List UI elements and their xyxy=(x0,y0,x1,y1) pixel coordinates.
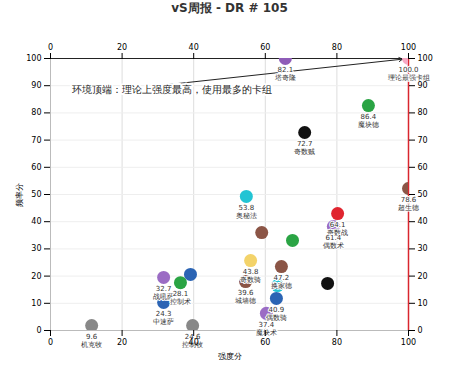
svg-text:100: 100 xyxy=(26,54,41,63)
svg-text:环境顶端：理论上强度最高，使用最多的卡组: 环境顶端：理论上强度最高，使用最多的卡组 xyxy=(72,84,272,95)
svg-text:100: 100 xyxy=(418,54,433,63)
svg-text:53.8奥秘法: 53.8奥秘法 xyxy=(236,204,257,220)
svg-text:100: 100 xyxy=(401,43,416,52)
svg-text:0: 0 xyxy=(48,43,53,52)
svg-text:47.2换家德: 47.2换家德 xyxy=(271,274,292,290)
svg-text:72.7奇数贼: 72.7奇数贼 xyxy=(294,140,315,156)
svg-text:0: 0 xyxy=(36,326,41,335)
svg-text:24.3中速萨: 24.3中速萨 xyxy=(153,310,174,326)
svg-text:20: 20 xyxy=(31,272,41,281)
svg-text:40.9偶数骑: 40.9偶数骑 xyxy=(266,306,287,322)
svg-text:86.4魔块德: 86.4魔块德 xyxy=(358,113,379,129)
svg-text:80: 80 xyxy=(332,338,342,347)
svg-text:90: 90 xyxy=(418,81,428,90)
svg-text:30: 30 xyxy=(418,244,428,253)
svg-text:28.1控制术: 28.1控制术 xyxy=(170,290,191,306)
svg-text:60: 60 xyxy=(418,163,428,172)
svg-text:40: 40 xyxy=(31,217,41,226)
svg-text:10: 10 xyxy=(31,299,41,308)
svg-text:30: 30 xyxy=(31,244,41,253)
svg-text:10: 10 xyxy=(418,299,428,308)
svg-text:61.4偶数术: 61.4偶数术 xyxy=(323,234,344,250)
svg-text:60: 60 xyxy=(260,338,270,347)
svg-text:40: 40 xyxy=(189,43,199,52)
svg-text:50: 50 xyxy=(31,190,41,199)
svg-text:9.6机克牧: 9.6机克牧 xyxy=(81,333,102,349)
svg-text:20: 20 xyxy=(418,272,428,281)
svg-text:37.4魔块术: 37.4魔块术 xyxy=(256,321,277,337)
svg-text:80: 80 xyxy=(418,108,428,117)
svg-text:0: 0 xyxy=(418,326,423,335)
svg-text:20: 20 xyxy=(117,338,127,347)
svg-text:40: 40 xyxy=(418,217,428,226)
svg-text:40: 40 xyxy=(189,338,199,347)
svg-text:0: 0 xyxy=(48,338,53,347)
svg-text:90: 90 xyxy=(31,81,41,90)
svg-text:20: 20 xyxy=(117,43,127,52)
svg-text:频率分: 频率分 xyxy=(15,183,24,207)
svg-text:39.6城墙德: 39.6城墙德 xyxy=(234,289,256,305)
svg-text:80: 80 xyxy=(31,108,41,117)
svg-text:78.6超生德: 78.6超生德 xyxy=(398,196,419,212)
svg-text:43.8奇数骑: 43.8奇数骑 xyxy=(240,268,261,284)
svg-text:100: 100 xyxy=(401,338,416,347)
svg-text:100.0理论最强卡组: 100.0理论最强卡组 xyxy=(388,66,430,82)
svg-text:60: 60 xyxy=(31,163,41,172)
svg-text:70: 70 xyxy=(418,136,428,145)
svg-text:82.1塔奇隆: 82.1塔奇隆 xyxy=(274,66,296,82)
svg-text:70: 70 xyxy=(31,136,41,145)
svg-text:强度分: 强度分 xyxy=(218,352,242,361)
svg-text:60: 60 xyxy=(260,43,270,52)
svg-text:24.6控制牧: 24.6控制牧 xyxy=(182,333,203,349)
svg-text:80: 80 xyxy=(332,43,342,52)
svg-text:50: 50 xyxy=(418,190,428,199)
